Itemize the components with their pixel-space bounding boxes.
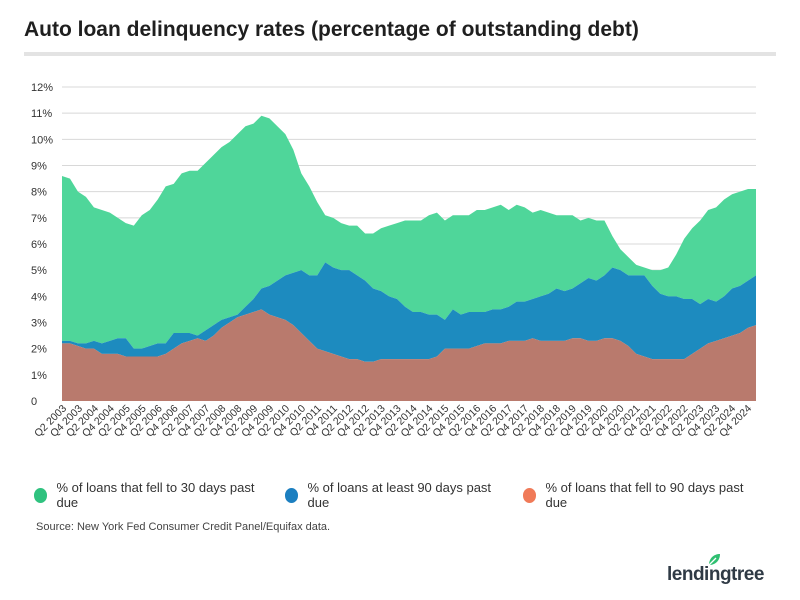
- y-tick-label: 12%: [31, 82, 53, 94]
- y-tick-label: 7%: [31, 213, 47, 225]
- brand-name: lendingtree: [667, 564, 764, 585]
- y-tick-label: 2%: [31, 344, 47, 356]
- y-tick-label: 11%: [31, 108, 52, 120]
- legend-item-90-days: % of loans that fell to 90 days past due: [523, 480, 746, 510]
- series-area-90-plus-days: [62, 262, 756, 362]
- y-tick-label: 0: [31, 396, 37, 408]
- legend-swatch-blue: [285, 487, 299, 503]
- title-divider: [24, 52, 776, 56]
- source-note: Source: New York Fed Consumer Credit Pan…: [36, 521, 331, 533]
- leaf-icon: [708, 554, 720, 566]
- series-area-90-days: [62, 309, 756, 401]
- legend-swatch-green: [34, 487, 48, 503]
- lendingtree-logo: lendingtree: [667, 552, 777, 588]
- legend-item-30-days: % of loans that fell to 30 days past due: [34, 480, 257, 510]
- y-tick-label: 1%: [31, 370, 47, 382]
- legend-label: % of loans that fell to 90 days past due: [545, 480, 744, 510]
- legend-item-90-plus-days: % of loans at least 90 days past due: [285, 480, 495, 510]
- y-tick-label: 6%: [31, 239, 47, 251]
- y-tick-label: 8%: [31, 187, 47, 199]
- y-tick-label: 3%: [31, 318, 47, 330]
- y-tick-label: 4%: [31, 291, 47, 303]
- chart-title: Auto loan delinquency rates (percentage …: [24, 18, 639, 41]
- legend-label: % of loans that fell to 30 days past due: [56, 480, 255, 510]
- legend: % of loans that fell to 30 days past due…: [34, 480, 774, 510]
- y-tick-label: 9%: [31, 161, 47, 173]
- legend-swatch-salmon: [523, 487, 537, 503]
- y-tick-label: 5%: [31, 265, 47, 277]
- y-tick-label: 10%: [31, 134, 53, 146]
- legend-label: % of loans at least 90 days past due: [307, 480, 492, 510]
- series-area-30-days: [62, 115, 756, 349]
